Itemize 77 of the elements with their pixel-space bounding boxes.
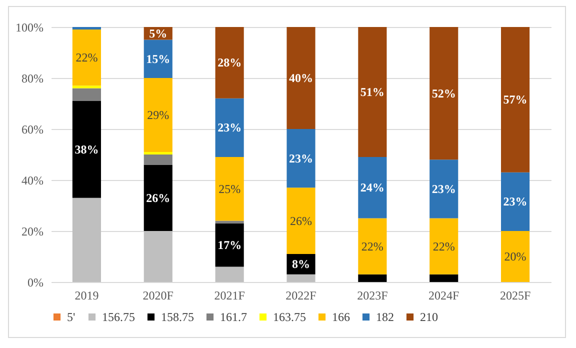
data-label: 23% <box>432 182 456 196</box>
x-tick-label: 2021F <box>214 288 246 302</box>
data-label: 26% <box>290 214 312 228</box>
bar <box>286 129 316 188</box>
data-label: 23% <box>289 151 313 166</box>
legend-label: 156.75 <box>102 310 135 324</box>
data-label: 28% <box>218 56 242 70</box>
bar <box>144 231 172 282</box>
bar <box>215 98 244 158</box>
data-label: 25% <box>218 182 241 196</box>
y-tick-label: 60% <box>22 122 44 136</box>
legend-label: 182 <box>376 310 394 324</box>
bar <box>286 274 316 282</box>
x-tick-label: 2024F <box>428 288 460 302</box>
data-label: 57% <box>503 92 528 107</box>
bar <box>215 27 244 98</box>
x-tick-label: 2025F <box>500 288 531 302</box>
bar <box>215 266 244 282</box>
bar <box>501 231 530 282</box>
x-tick-label: 2023F <box>357 288 388 302</box>
bar <box>430 27 458 160</box>
y-tick-label: 80% <box>22 72 44 86</box>
bar <box>358 27 387 158</box>
bar <box>144 152 172 154</box>
y-tick-label: 0% <box>28 276 44 290</box>
bar <box>430 160 458 218</box>
y-tick-label: 100% <box>16 20 44 34</box>
bar <box>215 223 244 267</box>
bar <box>286 188 316 254</box>
bar <box>72 30 101 86</box>
data-label: 15% <box>146 52 170 66</box>
data-label: 29% <box>147 108 170 122</box>
legend-label: 161.7 <box>220 310 247 324</box>
data-label: 22% <box>432 239 455 254</box>
x-tick-label: 2019 <box>74 288 99 302</box>
data-label: 52% <box>432 86 456 100</box>
data-label: 22% <box>361 239 384 254</box>
bar <box>501 27 530 172</box>
bar <box>430 218 458 274</box>
x-tick-label: 2022F <box>286 288 317 302</box>
bar <box>72 86 101 88</box>
data-label: 24% <box>360 180 384 195</box>
legend-label: 5' <box>67 310 76 324</box>
bar <box>72 100 101 198</box>
legend-label: 158.75 <box>161 310 194 324</box>
data-label: 23% <box>503 194 528 209</box>
data-label: 17% <box>218 238 242 252</box>
bar <box>144 154 172 165</box>
bar <box>358 157 387 218</box>
bar <box>72 198 101 282</box>
bar <box>144 40 172 78</box>
bar <box>501 172 530 231</box>
bar <box>72 27 101 30</box>
x-tick-label: 2020F <box>142 288 174 302</box>
bar <box>358 218 387 274</box>
data-label: 26% <box>146 190 170 205</box>
y-tick-label: 20% <box>22 224 44 238</box>
data-label: 23% <box>218 120 242 135</box>
bar <box>286 27 316 129</box>
data-label: 20% <box>504 250 526 264</box>
bar <box>144 164 172 231</box>
data-label: 40% <box>289 71 313 85</box>
legend-label: 210 <box>420 310 438 324</box>
data-label: 38% <box>74 142 99 156</box>
bar <box>72 88 101 101</box>
bar <box>430 274 458 282</box>
legend-label: 163.75 <box>273 310 306 324</box>
data-label: 8% <box>292 257 310 272</box>
bar <box>215 220 244 224</box>
bar <box>144 78 172 152</box>
y-tick-label: 40% <box>22 174 44 188</box>
legend-label: 166 <box>332 310 350 324</box>
bar <box>358 274 387 282</box>
bar <box>215 157 244 221</box>
data-label: 22% <box>76 50 98 65</box>
data-label: 5% <box>149 26 168 40</box>
data-label: 51% <box>360 85 384 100</box>
